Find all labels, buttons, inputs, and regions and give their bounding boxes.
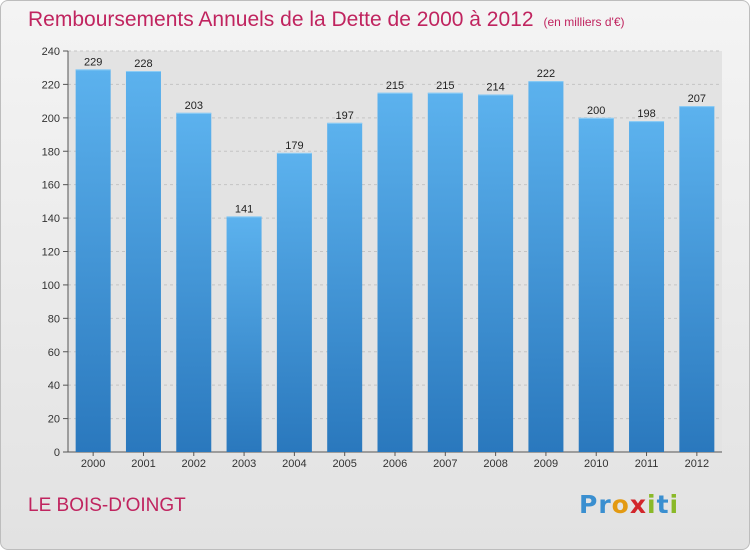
x-tick-label: 2008 xyxy=(483,458,507,470)
value-label: 141 xyxy=(235,203,253,215)
logo-letter: i xyxy=(647,490,657,519)
chart-title-text: Remboursements Annuels de la Dette de 20… xyxy=(28,8,534,31)
y-tick-label: 120 xyxy=(42,247,60,259)
logo-letter: P xyxy=(579,490,599,519)
y-tick-label: 220 xyxy=(42,79,60,91)
bar xyxy=(377,92,413,452)
bar xyxy=(125,71,161,453)
bar xyxy=(226,216,262,452)
x-tick-label: 2004 xyxy=(282,458,306,470)
y-tick-label: 80 xyxy=(48,313,60,325)
x-tick-label: 2007 xyxy=(433,458,457,470)
bar xyxy=(578,117,614,452)
y-tick-label: 20 xyxy=(48,414,60,426)
labels: 0 20 40 60 80 100 120 140 160 180 200 220 240 229 2000… xyxy=(42,46,709,470)
y-tick-label: 100 xyxy=(42,280,60,292)
value-label: 215 xyxy=(436,80,454,92)
bar xyxy=(478,94,514,453)
x-tick-label: 2011 xyxy=(635,458,659,470)
y-tick-label: 160 xyxy=(42,180,60,192)
bar xyxy=(629,121,665,453)
bar xyxy=(176,112,212,452)
x-tick-label: 2009 xyxy=(534,458,558,470)
x-tick-label: 2000 xyxy=(81,458,105,470)
chart-unit: (en milliers d'€) xyxy=(543,15,625,29)
bar xyxy=(427,92,463,452)
value-label: 200 xyxy=(587,105,605,117)
y-tick-label: 180 xyxy=(42,146,60,158)
bar xyxy=(75,69,111,453)
x-tick-label: 2010 xyxy=(584,458,608,470)
x-tick-label: 2006 xyxy=(383,458,407,470)
logo-letter: o xyxy=(611,490,630,519)
logo-letter: i xyxy=(669,490,680,519)
chart-title: Remboursements Annuels de la Dette de 20… xyxy=(28,8,625,32)
value-label: 215 xyxy=(386,80,404,92)
bar xyxy=(327,122,363,453)
logo-letter: x xyxy=(629,490,647,519)
logo-letter: t xyxy=(656,490,670,519)
bar xyxy=(528,81,564,452)
value-label: 179 xyxy=(285,140,303,152)
logo-letter: r xyxy=(598,490,612,519)
x-tick-label: 2001 xyxy=(131,458,155,470)
place-name: LE BOIS-D'OINGT xyxy=(28,495,186,516)
y-tick-label: 0 xyxy=(54,447,60,459)
value-label: 228 xyxy=(134,58,152,70)
value-label: 229 xyxy=(84,56,102,68)
value-label: 222 xyxy=(537,68,555,80)
value-label: 214 xyxy=(486,81,504,93)
proxiti-logo: Proxiti xyxy=(579,490,679,519)
value-label: 207 xyxy=(688,93,706,105)
value-label: 203 xyxy=(185,100,203,112)
y-tick-label: 240 xyxy=(42,46,60,58)
value-label: 198 xyxy=(637,108,655,120)
x-tick-label: 2003 xyxy=(232,458,256,470)
bars xyxy=(75,69,715,453)
y-tick-label: 60 xyxy=(48,347,60,359)
y-tick-label: 140 xyxy=(42,213,60,225)
y-tick-label: 200 xyxy=(42,113,60,125)
value-label: 197 xyxy=(336,110,354,122)
x-tick-label: 2012 xyxy=(685,458,709,470)
bar xyxy=(276,152,312,452)
y-tick-label: 40 xyxy=(48,380,60,392)
bar xyxy=(679,106,715,452)
x-tick-label: 2005 xyxy=(332,458,356,470)
x-tick-label: 2002 xyxy=(182,458,206,470)
